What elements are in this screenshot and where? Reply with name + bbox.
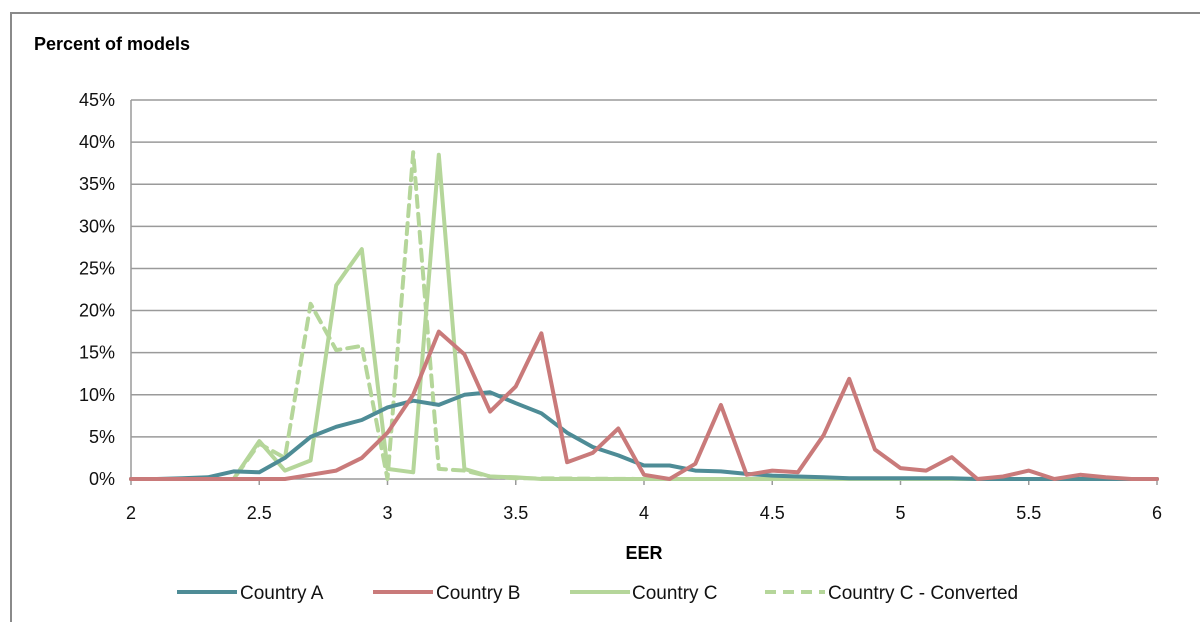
- y-tick-label: 10%: [79, 385, 115, 405]
- legend: Country A Country B Country C Country C - C…: [177, 583, 1018, 604]
- legend-label: Country B: [436, 583, 520, 604]
- x-tick-label: 6: [1152, 503, 1162, 523]
- legend-label: Country C: [632, 583, 718, 604]
- y-tick-label: 25%: [79, 258, 115, 278]
- x-tick-label: 2: [126, 503, 136, 523]
- legend-label: Country C - Converted: [828, 583, 1018, 604]
- x-axis-title: EER: [625, 543, 662, 563]
- x-tick-label: 3: [382, 503, 392, 523]
- y-tick-label: 15%: [79, 343, 115, 363]
- y-tick-label: 45%: [79, 90, 115, 110]
- x-tick-label: 5: [895, 503, 905, 523]
- legend-label: Country A: [240, 583, 324, 604]
- x-tick-label: 4.5: [760, 503, 785, 523]
- x-tick-label: 2.5: [247, 503, 272, 523]
- y-axis-title: Percent of models: [34, 34, 190, 54]
- series-line: [129, 390, 1159, 481]
- x-tick-labels: 2 2.5 3 3.5 4 4.5 5 5.5 6: [126, 503, 1162, 523]
- y-tick-label: 35%: [79, 174, 115, 194]
- y-tick-labels: 0% 5% 10% 15% 20% 25% 30% 35% 40% 45%: [79, 90, 115, 489]
- y-tick-label: 5%: [89, 427, 115, 447]
- y-tick-label: 30%: [79, 216, 115, 236]
- series-lines: [129, 150, 1159, 481]
- y-tick-label: 0%: [89, 469, 115, 489]
- series-line: [129, 150, 1159, 481]
- series-line: [129, 329, 1159, 481]
- y-tick-label: 40%: [79, 132, 115, 152]
- x-tick-label: 3.5: [503, 503, 528, 523]
- chart-frame: [10, 12, 1200, 622]
- series-line: [129, 152, 1159, 481]
- gridlines: [130, 99, 1158, 485]
- y-tick-label: 20%: [79, 301, 115, 321]
- x-tick-label: 4: [639, 503, 649, 523]
- x-tick-label: 5.5: [1016, 503, 1041, 523]
